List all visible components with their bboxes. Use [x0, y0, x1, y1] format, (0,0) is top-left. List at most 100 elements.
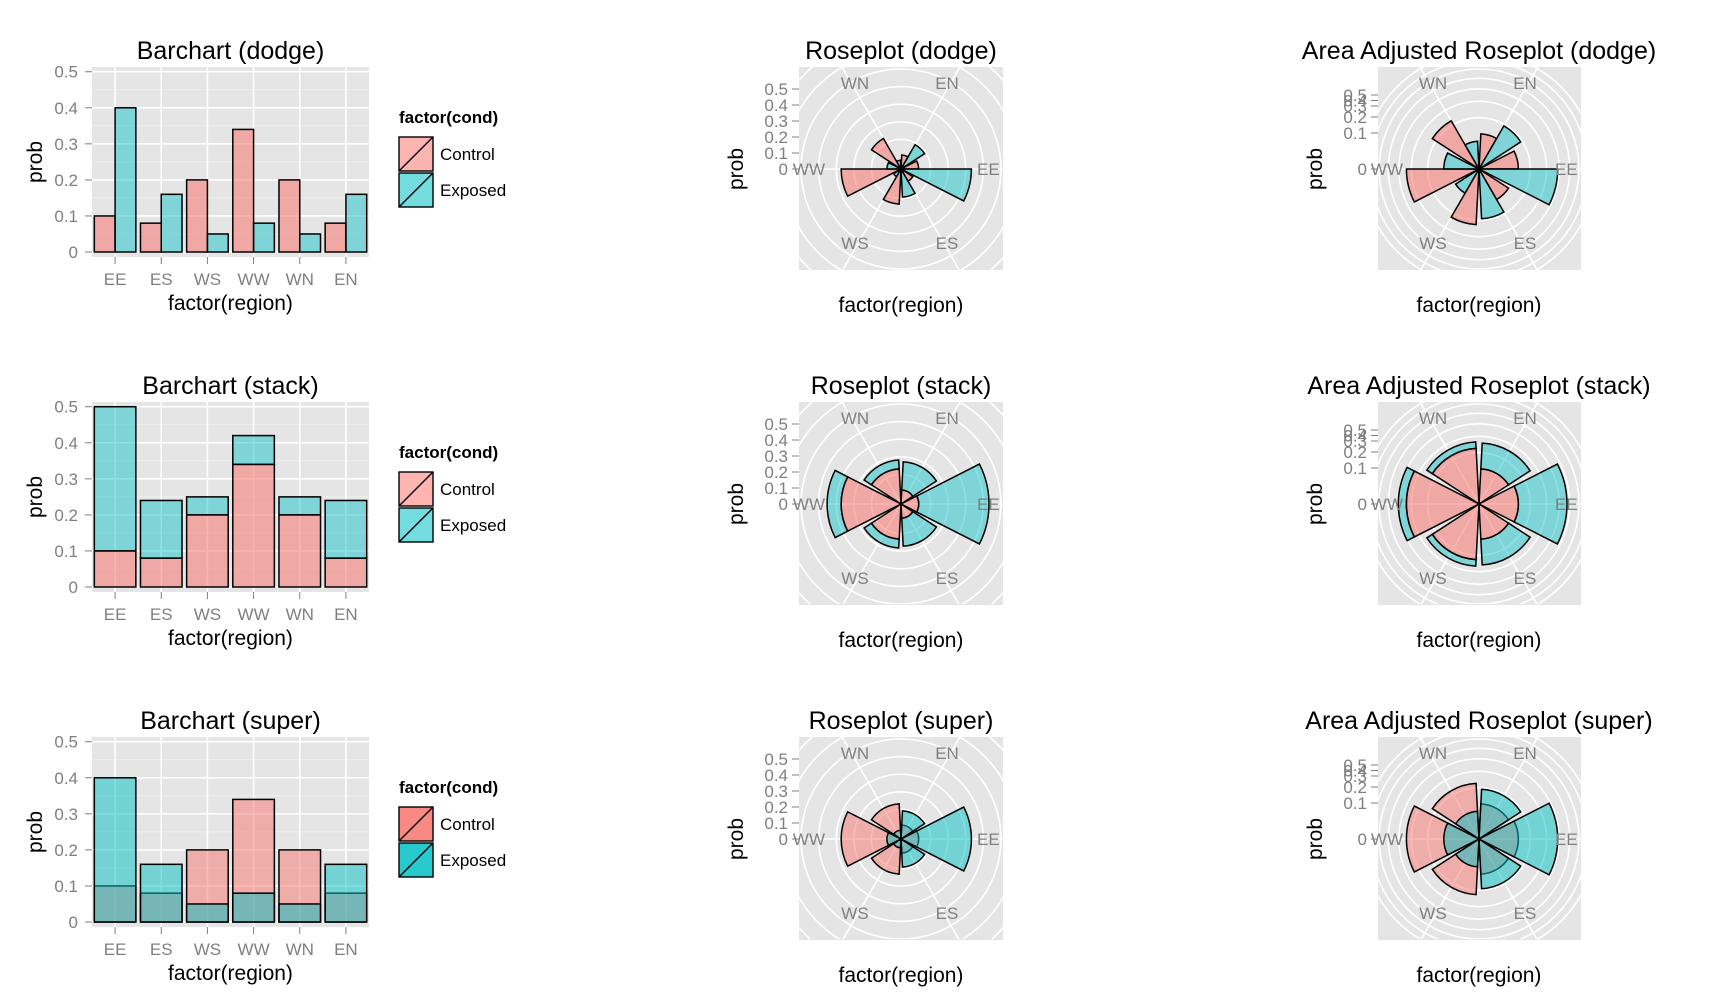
- compass-label: WN: [1419, 744, 1447, 763]
- y-tick-label: 0.3: [54, 135, 78, 154]
- x-tick-label: ES: [150, 605, 173, 624]
- compass-label: EN: [935, 409, 959, 428]
- bar-exposed: [278, 903, 322, 923]
- r-tick-label: 0: [779, 830, 788, 849]
- bar-exposed: [160, 193, 183, 253]
- compass-label: WW: [1371, 495, 1403, 514]
- r-tick-label: 0.2: [764, 128, 788, 147]
- bar-exposed: [299, 233, 322, 253]
- y-tick-label: 0: [69, 578, 78, 597]
- chart-title: Barchart (dodge): [137, 37, 325, 65]
- bar-control: [324, 222, 347, 253]
- wedge-control: [1431, 447, 1480, 506]
- rose-panel-identity: WN EN WW EE WS ES 0 0.10.20.30.40.5 Area Adjuste…: [1304, 707, 1653, 987]
- r-tick-label: 0.3: [1343, 97, 1367, 116]
- compass-label: WS: [1419, 234, 1446, 253]
- y-axis-title: prob: [1304, 818, 1327, 860]
- compass-label: ES: [1514, 234, 1537, 253]
- wedge-control: [1405, 470, 1481, 538]
- compass-label: ES: [1514, 569, 1537, 588]
- compass-label: EE: [1555, 830, 1578, 849]
- legend-label-exposed: Exposed: [440, 851, 506, 870]
- r-tick-label: 0.5: [1343, 86, 1367, 105]
- legend-label-control: Control: [440, 815, 495, 834]
- y-tick-label: 0.1: [54, 542, 78, 561]
- legend-title: factor(cond): [399, 108, 498, 127]
- wedge-exposed: [1478, 124, 1522, 170]
- y-tick-label: 0.1: [54, 207, 78, 226]
- x-tick-label: WW: [238, 605, 270, 624]
- x-tick-label: EN: [334, 605, 358, 624]
- legend-label-control: Control: [440, 480, 495, 499]
- compass-label: ES: [936, 569, 959, 588]
- y-axis-title: prob: [725, 818, 748, 860]
- x-tick-label: EN: [334, 940, 358, 959]
- bar-panel-dodge: 0 0.1 0.2 0.3 0.4 0.5 EE ES WS WW WN EN Barchart (do…: [24, 37, 506, 315]
- r-tick-label: 0.2: [1343, 443, 1367, 462]
- compass-label: WW: [1371, 830, 1403, 849]
- wedge-exposed: [1477, 802, 1559, 876]
- legend: factor(cond) Control Exposed: [398, 778, 506, 878]
- x-tick-label: WN: [286, 270, 314, 289]
- rose-panel-dodge: WN EN WW EE WS ES 0 0.10.20.30.40.5 Area Adjuste…: [1302, 37, 1656, 317]
- chart-title: Roseplot (super): [809, 707, 994, 735]
- wedge-exposed: [1443, 152, 1480, 170]
- chart-title: Area Adjusted Roseplot (super): [1305, 707, 1652, 735]
- wedge-control: [840, 810, 903, 868]
- wedge-control: [1405, 805, 1481, 873]
- legend-label-exposed: Exposed: [440, 181, 506, 200]
- compass-label: WN: [841, 409, 869, 428]
- wedge-control: [1431, 119, 1480, 170]
- r-tick-label: 0.4: [764, 96, 788, 115]
- bar-exposed: [185, 903, 229, 923]
- wedge-exposed: [1454, 837, 1480, 868]
- x-tick-label: EE: [104, 940, 127, 959]
- chart-title: Barchart (super): [140, 707, 321, 735]
- wedge-exposed: [1478, 788, 1522, 841]
- bar-control: [93, 215, 116, 253]
- bar-control: [324, 557, 368, 588]
- legend: factor(cond) Control Exposed: [398, 108, 506, 208]
- wedge-control: [840, 475, 903, 533]
- r-tick-label: 0.5: [1343, 421, 1367, 440]
- r-tick-label: 0.5: [764, 415, 788, 434]
- compass-label: WS: [1419, 569, 1446, 588]
- r-tick-label: 0.4: [764, 431, 788, 450]
- y-tick-label: 0.2: [54, 171, 78, 190]
- bar-control: [185, 179, 209, 253]
- wedge-exposed: [900, 143, 926, 170]
- bar-exposed: [252, 222, 276, 253]
- r-tick-label: 0.4: [764, 766, 788, 785]
- compass-label: WS: [1419, 904, 1446, 923]
- bar-control: [232, 463, 276, 588]
- bar-panel-stack: 0 0.1 0.2 0.3 0.4 0.5 EE ES WS WW WN EN Barchart (st…: [24, 372, 506, 650]
- wedge-control: [1478, 468, 1510, 506]
- y-tick-label: 0.2: [54, 841, 78, 860]
- r-tick-label: 0.2: [1343, 778, 1367, 797]
- compass-label: EE: [1555, 495, 1578, 514]
- x-tick-label: EE: [104, 270, 127, 289]
- bar-control: [278, 179, 301, 253]
- r-tick-label: 0: [1358, 495, 1367, 514]
- bar-exposed: [232, 892, 276, 923]
- wedge-control: [870, 837, 902, 875]
- x-axis-title: factor(region): [839, 294, 964, 317]
- wedge-exposed: [1478, 168, 1505, 220]
- x-axis-title: factor(region): [839, 964, 964, 987]
- bar-control: [93, 550, 137, 588]
- wedge-exposed: [899, 806, 973, 872]
- compass-label: WW: [793, 830, 825, 849]
- compass-label: WN: [841, 744, 869, 763]
- wedge-control: [840, 168, 902, 198]
- wedge-control: [900, 502, 914, 519]
- y-axis-title: prob: [725, 483, 748, 525]
- legend-key-diagonal: [398, 172, 434, 208]
- compass-label: EE: [977, 160, 1000, 179]
- legend-key-diagonal: [398, 507, 434, 543]
- wedge-control: [900, 489, 914, 506]
- bar-panel-identity: 0 0.1 0.2 0.3 0.4 0.5 EE ES WS WW WN EN Barchart (su…: [24, 707, 506, 985]
- chart-title: Roseplot (dodge): [805, 37, 997, 65]
- compass-label: WW: [1371, 160, 1403, 179]
